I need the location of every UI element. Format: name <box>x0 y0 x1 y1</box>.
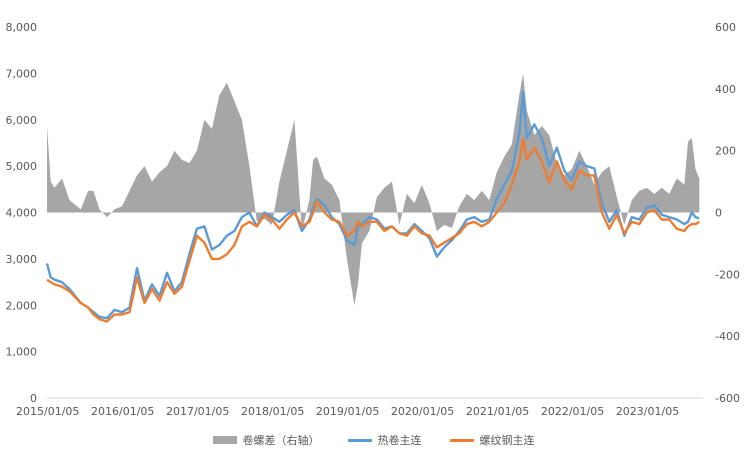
hot-coil-line <box>45 90 700 320</box>
legend-swatch-rebar <box>449 438 474 442</box>
legend-label-spread: 卷螺差（右轴） <box>242 434 320 447</box>
y-left-tick-label: 1,000 <box>6 346 38 359</box>
x-tick-label: 2021/01/05 <box>466 405 529 418</box>
x-tick-label: 2017/01/05 <box>166 405 229 418</box>
axis-layer: 0 1,000 2,000 3,000 4,000 5,000 6,000 7,000 8,00… <box>6 21 740 418</box>
area-layer <box>47 73 700 306</box>
y-right-tick-label: 0 <box>715 207 722 220</box>
y-left-tick-label: 0 <box>30 392 37 405</box>
x-tick-label: 2019/01/05 <box>316 405 379 418</box>
legend: 卷螺差（右轴） 热卷主连 螺纹钢主连 <box>0 432 747 448</box>
x-tick-label: 2023/01/05 <box>616 405 679 418</box>
y-left-tick-label: 4,000 <box>6 207 38 220</box>
legend-item-hot-coil: 热卷主连 <box>347 432 422 448</box>
legend-item-rebar: 螺纹钢主连 <box>449 432 535 448</box>
x-tick-label: 2020/01/05 <box>391 405 454 418</box>
y-left-tick-label: 6,000 <box>6 114 38 127</box>
legend-label-rebar: 螺纹钢主连 <box>479 434 535 447</box>
y-left-tick-label: 2,000 <box>6 299 38 312</box>
spread-area <box>47 73 700 306</box>
legend-swatch-spread <box>212 436 237 444</box>
y-right-tick-label: -200 <box>715 268 740 281</box>
legend-label-hot-coil: 热卷主连 <box>377 434 422 447</box>
rebar-line <box>46 137 700 323</box>
y-right-tick-label: 400 <box>715 83 736 96</box>
y-right-tick-label: -400 <box>715 330 740 343</box>
y-right-tick-label: -600 <box>715 392 740 405</box>
y-right-tick-label: 200 <box>715 145 736 158</box>
legend-swatch-hot-coil <box>347 438 372 442</box>
y-left-tick-label: 7,000 <box>6 67 38 80</box>
spread-price-chart: 0 1,000 2,000 3,000 4,000 5,000 6,000 7,000 8,00… <box>6 21 740 418</box>
y-left-tick-label: 8,000 <box>6 21 38 34</box>
x-tick-label: 2015/01/05 <box>16 405 79 418</box>
y-left-tick-label: 5,000 <box>6 160 38 173</box>
x-tick-label: 2018/01/05 <box>241 405 304 418</box>
x-tick-label: 2022/01/05 <box>541 405 604 418</box>
legend-item-spread: 卷螺差（右轴） <box>212 432 320 448</box>
x-tick-label: 2016/01/05 <box>91 405 154 418</box>
y-right-tick-label: 600 <box>715 21 736 34</box>
y-left-tick-label: 3,000 <box>6 253 38 266</box>
line-layer <box>45 90 700 323</box>
